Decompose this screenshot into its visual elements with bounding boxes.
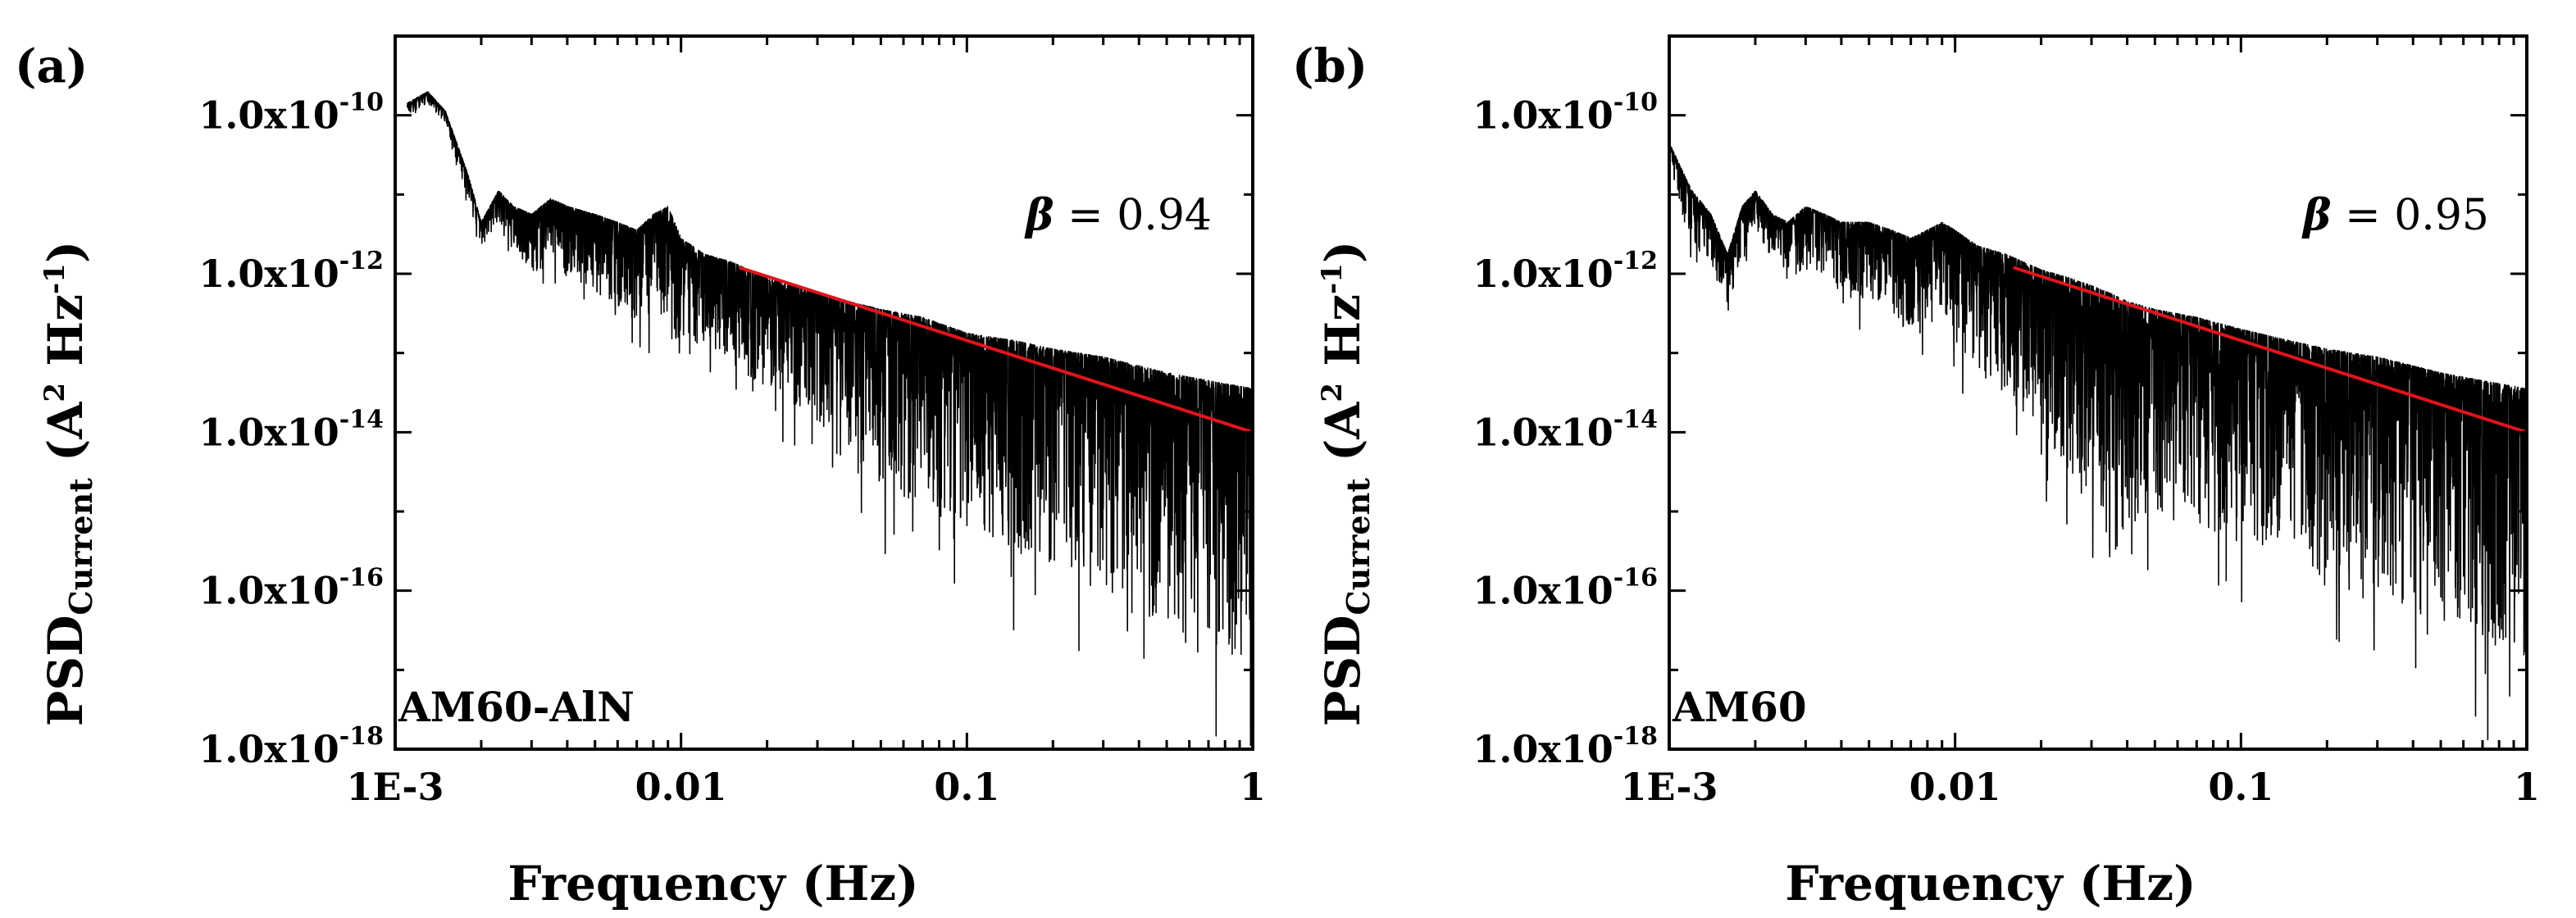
psd-spectrum-series [1668, 143, 2528, 741]
sample-label: AM60-AlN [398, 683, 635, 731]
y-ticks: 1.0x10-10 1.0x10-12 1.0x10-14 1.0x10-16 1.0x… [198, 34, 1253, 771]
x-tick-label: 0.01 [1909, 765, 2001, 809]
y-axis-title-sup2: -1 [1316, 263, 1349, 294]
panel-label: (a) [15, 39, 88, 93]
chart-panel-b: (b) PSDCurrent (A2 Hz-1) 1.0x10-101.0x10… [1292, 34, 2540, 911]
y-tick-label: 1.0x10-12 [1472, 247, 1658, 296]
y-tick-label: 1.0x10-14 [198, 405, 384, 454]
plot-area: 1.0x10-10 1.0x10-12 1.0x10-14 1.0x10-16 1.0x… [198, 34, 1266, 809]
x-tick-label: 1E-3 [346, 765, 444, 809]
chart-panel-a: (a) PSDCurrent (A2 Hz-1) 1.0x10-101.0x10… [15, 34, 1266, 911]
power-law-fit-line [2013, 266, 2528, 434]
y-tick-label: 1.0x10-12 [198, 247, 384, 296]
beta-symbol: β [1024, 190, 1054, 240]
y-axis-title-units-close: ) [38, 241, 93, 263]
y-axis-title-main: PSD [38, 615, 93, 726]
psd-spectrum-line [406, 91, 1254, 747]
y-axis-title-units: (A [38, 402, 93, 479]
psd-spectrum-line [1668, 143, 2528, 741]
y-tick-label: 1.0x10-14 [1472, 405, 1658, 454]
x-tick-label: 0.01 [635, 765, 727, 809]
y-axis-title-units-mid: Hz [1315, 294, 1371, 383]
y-axis-title-units-mid: Hz [38, 294, 93, 383]
sample-label: AM60 [1672, 683, 1807, 731]
beta-annotation: β = 0.94 [1024, 190, 1212, 240]
beta-symbol: β [2301, 190, 2332, 240]
beta-value: = 0.95 [2332, 191, 2489, 240]
panel-label: (b) [1292, 39, 1368, 93]
y-tick-label: 1.0x10-16 [1472, 564, 1658, 613]
x-tick-label: 0.1 [2208, 765, 2273, 809]
plot-area: 1.0x10-10 1.0x10-12 1.0x10-14 1.0x10-16 1.0x… [1472, 34, 2540, 809]
y-ticks: 1.0x10-10 1.0x10-12 1.0x10-14 1.0x10-16 1.0x… [1472, 34, 2527, 771]
y-axis-title: PSDCurrent (A2 Hz-1) [1315, 241, 1377, 727]
x-axis-title: Frequency (Hz) [507, 856, 918, 911]
y-axis-title-sup2: -1 [39, 263, 71, 294]
y-axis-title-sub: Current [1340, 478, 1377, 616]
y-tick-label: 1.0x10-10 [1472, 89, 1658, 138]
x-tick-label: 1 [2514, 765, 2540, 809]
y-tick-label: 1.0x10-18 [1472, 722, 1658, 771]
beta-annotation: β = 0.95 [2301, 190, 2489, 240]
x-tick-label: 1 [1240, 765, 1266, 809]
y-tick-label: 1.0x10-16 [198, 564, 384, 613]
y-axis-title-sub: Current [62, 478, 99, 616]
beta-value: = 0.94 [1054, 191, 1212, 240]
y-axis-title-sup1: 2 [39, 383, 71, 402]
y-axis-title-main: PSD [1315, 615, 1371, 726]
x-ticks: 1E-3 0.01 0.1 1 [1620, 36, 2540, 809]
y-axis-title-units: (A [1315, 402, 1371, 479]
power-law-fit-line [739, 266, 1254, 434]
y-tick-label: 1.0x10-18 [198, 722, 384, 771]
x-axis-title: Frequency (Hz) [1785, 856, 2196, 911]
x-tick-label: 0.1 [934, 765, 999, 809]
y-axis-title: PSDCurrent (A2 Hz-1) [38, 241, 99, 727]
y-tick-label: 1.0x10-10 [198, 89, 384, 138]
x-ticks: 1E-3 0.01 0.1 1 [346, 36, 1266, 809]
plot-frame [394, 34, 1254, 751]
plot-frame [1668, 34, 2528, 751]
y-axis-title-units-close: ) [1315, 241, 1371, 263]
y-axis-title-sup1: 2 [1316, 383, 1349, 402]
psd-spectrum-series [406, 91, 1254, 747]
x-tick-label: 1E-3 [1620, 765, 1718, 809]
